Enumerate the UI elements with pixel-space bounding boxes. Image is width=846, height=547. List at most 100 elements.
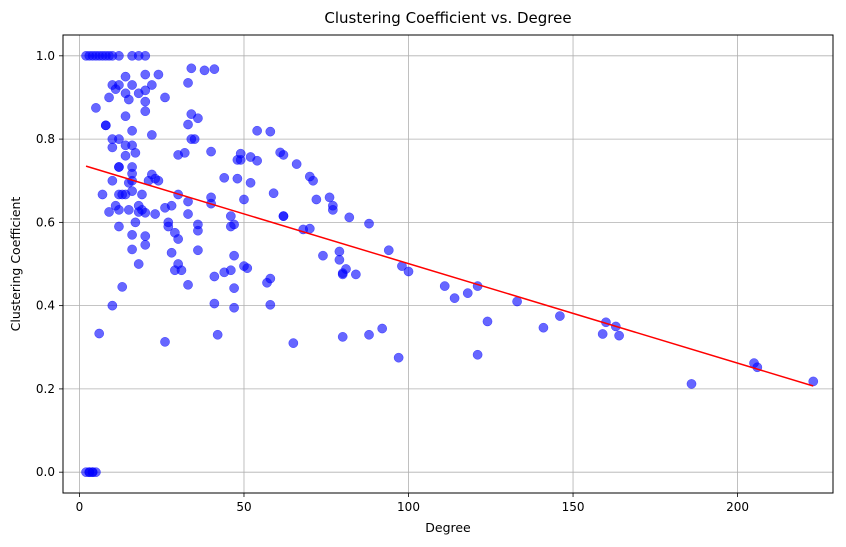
data-point: [104, 207, 114, 217]
data-point: [133, 259, 144, 269]
data-point: [160, 92, 170, 103]
data-point: [114, 221, 124, 232]
data-point: [377, 323, 388, 334]
data-point: [439, 281, 450, 291]
data-point: [229, 302, 239, 313]
y-tick-label: 0.4: [36, 299, 55, 313]
plot-frame: [62, 34, 834, 494]
data-point: [268, 188, 279, 199]
data-point: [183, 209, 193, 219]
data-point: [120, 111, 131, 122]
data-point: [107, 175, 118, 186]
data-point: [288, 338, 299, 348]
data-point: [482, 316, 493, 327]
data-point: [393, 352, 404, 363]
data-point: [206, 146, 216, 157]
data-point: [137, 189, 147, 200]
data-point: [176, 265, 187, 276]
data-point: [219, 172, 230, 183]
data-point: [120, 71, 131, 82]
data-point: [130, 147, 141, 158]
data-point: [252, 155, 262, 166]
data-point: [183, 78, 193, 88]
trend-line: [85, 165, 814, 387]
data-point: [199, 65, 210, 76]
data-point: [512, 296, 522, 307]
x-tick-label: 50: [236, 500, 251, 514]
data-point: [117, 282, 128, 292]
data-point: [614, 330, 624, 341]
data-point: [344, 212, 355, 223]
data-point: [193, 225, 203, 236]
data-point: [311, 194, 322, 205]
data-point: [183, 279, 193, 290]
data-point: [140, 96, 151, 107]
data-point: [235, 155, 246, 165]
data-point: [186, 63, 197, 74]
data-point: [383, 245, 394, 256]
data-point: [127, 125, 137, 136]
data-point: [597, 329, 608, 339]
data-point: [163, 221, 174, 232]
data-point: [449, 293, 460, 303]
data-point: [140, 106, 151, 117]
data-point: [114, 50, 124, 61]
data-point: [304, 223, 315, 234]
data-point: [278, 211, 289, 221]
grid-lines: [63, 35, 833, 493]
data-point: [291, 159, 302, 169]
data-point: [337, 332, 348, 342]
data-points: [81, 50, 819, 478]
data-point: [140, 231, 151, 241]
data-point: [193, 245, 203, 256]
data-point: [239, 194, 249, 205]
data-point: [87, 467, 98, 478]
x-tick-label: 150: [562, 500, 585, 514]
data-point: [127, 244, 137, 255]
data-point: [245, 177, 256, 188]
data-point: [114, 134, 124, 144]
data-point: [130, 217, 141, 228]
data-point: [403, 266, 414, 277]
data-point: [327, 200, 338, 211]
data-point: [160, 337, 170, 347]
data-point: [114, 80, 124, 90]
data-point: [114, 205, 124, 215]
data-point: [229, 283, 239, 293]
data-point: [183, 119, 193, 130]
data-point: [100, 120, 111, 131]
data-point: [166, 247, 177, 258]
data-point: [229, 250, 239, 261]
data-point: [94, 328, 105, 339]
data-point: [123, 94, 134, 105]
data-point: [225, 211, 236, 221]
data-point: [686, 379, 697, 389]
data-point: [140, 85, 151, 96]
x-tick-label: 100: [397, 500, 420, 514]
data-point: [351, 269, 361, 280]
y-tick-label: 0.8: [36, 132, 55, 146]
data-point: [107, 300, 118, 311]
data-point: [127, 230, 137, 240]
data-point: [179, 147, 190, 158]
data-point: [120, 150, 131, 161]
data-point: [334, 254, 345, 265]
data-point: [555, 311, 565, 321]
y-axis-label: Clustering Coefficient: [8, 197, 23, 332]
data-point: [538, 322, 549, 333]
axis-ticks: 0 50 100 150 200 0.0 0.2 0.4 0.6 0.8 1.0: [36, 49, 749, 514]
data-point: [140, 50, 151, 61]
data-point: [114, 162, 124, 172]
x-axis-label: Degree: [425, 520, 471, 535]
data-point: [265, 126, 276, 137]
data-point: [153, 69, 164, 80]
data-point: [278, 150, 289, 160]
data-point: [140, 207, 151, 218]
y-tick-label: 0.6: [36, 215, 55, 229]
data-point: [97, 189, 108, 200]
data-point: [341, 264, 351, 274]
x-tick-label: 0: [76, 500, 84, 514]
data-point: [229, 219, 239, 230]
